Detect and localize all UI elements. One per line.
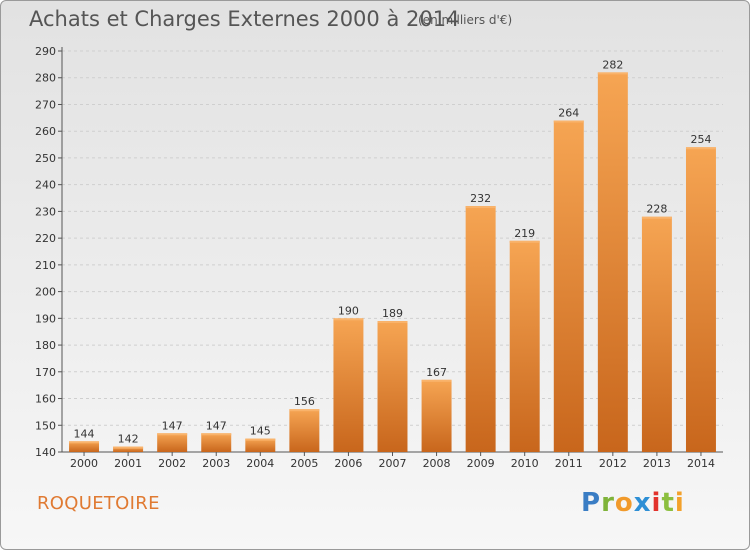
bar-cap (333, 318, 364, 321)
value-label: 167 (426, 366, 447, 379)
bar (641, 216, 672, 452)
chart-title: Achats et Charges Externes 2000 à 2014 (29, 7, 460, 31)
bar-cap (113, 446, 144, 449)
value-label: 219 (514, 227, 535, 240)
value-label: 190 (338, 304, 359, 317)
x-tick-label: 2010 (511, 457, 539, 470)
commune-name: ROQUETOIRE (37, 493, 160, 514)
bar-cap (157, 433, 188, 436)
y-tick-label: 280 (35, 72, 56, 85)
bars (69, 72, 716, 453)
x-tick-label: 2003 (202, 457, 230, 470)
value-label: 147 (162, 419, 183, 432)
bar-cap (201, 433, 232, 436)
x-tick-label: 2000 (70, 457, 98, 470)
x-tick-label: 2014 (687, 457, 715, 470)
bar-cap (509, 240, 540, 243)
bar (421, 379, 452, 452)
x-tick-label: 2011 (555, 457, 583, 470)
y-tick-label: 190 (35, 312, 56, 325)
y-tick-label: 260 (35, 125, 56, 138)
proxiti-logo[interactable]: Proxiti (581, 488, 685, 518)
bar-cap (465, 206, 496, 209)
y-tick-label: 210 (35, 259, 56, 272)
x-tick-label: 2006 (334, 457, 362, 470)
y-tick-label: 200 (35, 286, 56, 299)
bar (113, 446, 144, 452)
logo-letter: i (651, 488, 662, 518)
bar-cap (245, 438, 276, 441)
bar (69, 441, 100, 452)
y-tick-label: 270 (35, 98, 56, 111)
bar (245, 438, 276, 452)
bar (333, 318, 364, 452)
x-tick-label: 2002 (158, 457, 186, 470)
y-tick-label: 180 (35, 339, 56, 352)
y-tick-label: 250 (35, 152, 56, 165)
y-tick-label: 140 (35, 446, 56, 459)
y-tick-label: 170 (35, 366, 56, 379)
logo-letter: o (614, 488, 634, 518)
value-label: 254 (690, 133, 711, 146)
bar (465, 206, 496, 452)
value-label: 147 (206, 419, 227, 432)
value-label: 189 (382, 307, 403, 320)
value-label: 156 (294, 395, 315, 408)
value-label: 264 (558, 107, 579, 120)
bar (201, 433, 232, 452)
bar-cap (553, 120, 584, 123)
bar-cap (641, 216, 672, 219)
logo-letter: r (601, 488, 615, 518)
y-tick-label: 240 (35, 179, 56, 192)
chart-subtitle: (en milliers d'€) (418, 13, 513, 27)
value-labels: 144 142 147 147 145 156 190 189 167 232 219 264 282 2… (74, 58, 712, 445)
logo-letter: P (581, 488, 602, 518)
x-tick-label: 2008 (423, 457, 451, 470)
logo-letter: t (661, 488, 675, 518)
bar-cap (597, 72, 628, 75)
x-tick-label: 2013 (643, 457, 671, 470)
axes: 140 150 160 170 180 190 200 210 220 230 240 250 260 2… (35, 45, 723, 470)
y-tick-label: 150 (35, 419, 56, 432)
x-tick-label: 2009 (467, 457, 495, 470)
bar (157, 433, 188, 452)
y-tick-label: 160 (35, 393, 56, 406)
y-tick-label: 290 (35, 45, 56, 58)
bar (377, 321, 408, 452)
value-label: 145 (250, 425, 271, 438)
bar (509, 240, 540, 452)
logo-letter: i (674, 488, 685, 518)
x-tick-label: 2004 (246, 457, 274, 470)
x-tick-label: 2001 (114, 457, 142, 470)
bar-cap (421, 379, 452, 382)
x-tick-label: 2012 (599, 457, 627, 470)
y-tick-label: 220 (35, 232, 56, 245)
y-tick-label: 230 (35, 205, 56, 218)
value-label: 232 (470, 192, 491, 205)
bar-cap (685, 147, 716, 150)
value-label: 144 (74, 427, 95, 440)
bar-cap (377, 321, 408, 324)
value-label: 142 (118, 433, 139, 446)
bar-cap (69, 441, 100, 444)
logo-letter: x (633, 488, 652, 518)
value-label: 228 (646, 203, 667, 216)
bar (597, 72, 628, 453)
x-tick-label: 2007 (379, 457, 407, 470)
bar (289, 409, 320, 452)
value-label: 282 (602, 58, 623, 71)
bar (553, 120, 584, 453)
x-tick-label: 2005 (290, 457, 318, 470)
bar-cap (289, 409, 320, 412)
bar (685, 147, 716, 453)
